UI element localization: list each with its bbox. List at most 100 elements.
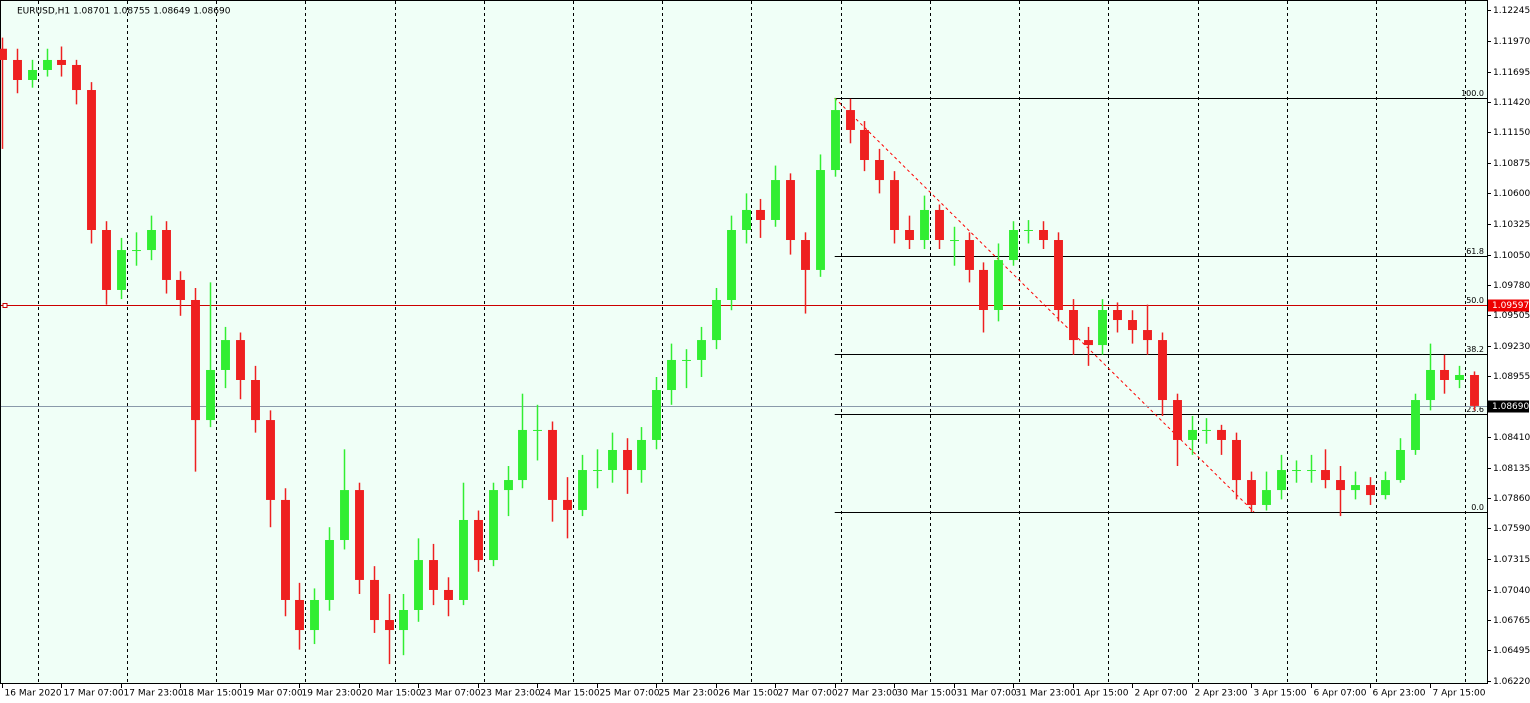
x-tick-label: 2 Apr 07:00 <box>1135 689 1188 699</box>
candle-body <box>712 299 721 341</box>
current-price-box <box>1488 400 1529 413</box>
candle-body <box>756 209 765 220</box>
plot-frame <box>0 0 1488 684</box>
candle-body <box>281 499 290 600</box>
plot-background <box>1 1 1487 683</box>
candle-body <box>1039 230 1048 241</box>
x-tick-label: 27 Mar 23:00 <box>838 689 898 699</box>
x-tick-label: 26 Mar 15:00 <box>719 689 779 699</box>
candle-body <box>1455 374 1464 380</box>
candle-body <box>295 599 304 631</box>
y-tick-label: 1.11695 <box>1493 68 1530 78</box>
candle-body <box>1321 470 1330 481</box>
candle-body <box>652 390 661 440</box>
candle-body <box>310 599 319 631</box>
current-price-label: 1.08690 <box>1492 402 1529 412</box>
x-tick-label: 30 Mar 15:00 <box>897 689 957 699</box>
candle-body <box>1277 470 1286 491</box>
candle-body <box>1143 330 1152 341</box>
candle-body <box>697 340 706 360</box>
candle-body <box>1069 310 1078 341</box>
candle-body <box>43 59 52 70</box>
fibo-level-label: 100.0 <box>1461 89 1484 98</box>
candle-body <box>1470 374 1479 406</box>
horizontal-line-price: 1.09597 <box>1492 301 1529 311</box>
candle-body <box>1128 320 1137 331</box>
candle-body <box>1084 340 1093 346</box>
candle-body <box>13 59 22 81</box>
candle-body <box>474 519 483 561</box>
x-tick-label: 24 Mar 15:00 <box>540 689 600 699</box>
candle-body <box>162 230 171 280</box>
candle-body <box>489 490 498 561</box>
candle-body <box>0 48 7 60</box>
candle-body <box>504 480 513 491</box>
candle-body <box>191 299 200 421</box>
candle-body <box>860 129 869 161</box>
candle-body <box>325 540 334 600</box>
fibo-level-label: 50.0 <box>1466 296 1484 305</box>
x-tick-label: 31 Mar 07:00 <box>957 689 1017 699</box>
candle-body <box>1217 429 1226 440</box>
candle-body <box>1009 230 1018 261</box>
candle-body <box>1411 400 1420 450</box>
candle-body <box>1262 490 1271 505</box>
x-tick-label: 3 Apr 15:00 <box>1254 689 1307 699</box>
y-tick-label: 1.06220 <box>1493 677 1530 687</box>
candle-body <box>72 64 81 91</box>
candle-body <box>102 230 111 290</box>
candle-body <box>206 369 215 421</box>
candle-body <box>1024 230 1033 232</box>
y-tick-label: 1.07040 <box>1493 586 1530 596</box>
candle-body <box>399 610 408 631</box>
candle-body <box>444 589 453 600</box>
x-tick-label: 19 Mar 07:00 <box>243 689 303 699</box>
x-tick-label: 20 Mar 15:00 <box>362 689 422 699</box>
candle-body <box>176 279 185 300</box>
x-tick-label: 16 Mar 2020 <box>5 689 62 699</box>
horizontal-line-anchor <box>2 303 8 308</box>
candle-body <box>1232 439 1241 481</box>
candle-body <box>935 209 944 241</box>
x-tick-label: 19 Mar 23:00 <box>302 689 362 699</box>
y-tick-label: 1.09780 <box>1493 281 1530 291</box>
candle-body <box>1173 400 1182 440</box>
candle-body <box>979 269 988 311</box>
x-tick-label: 17 Mar 07:00 <box>64 689 124 699</box>
candle-body <box>518 429 527 481</box>
candle-body <box>533 429 542 431</box>
x-tick-label: 25 Mar 23:00 <box>659 689 719 699</box>
candle-body <box>667 359 676 391</box>
x-tick-label: 1 Apr 15:00 <box>1076 689 1129 699</box>
y-tick-label: 1.11150 <box>1493 128 1530 138</box>
candle-body <box>1351 485 1360 491</box>
candle-body <box>742 209 751 231</box>
candle-body <box>593 470 602 472</box>
candle-body <box>905 230 914 241</box>
y-tick-label: 1.08135 <box>1493 464 1530 474</box>
fibo-level-label: 61.8 <box>1466 247 1484 256</box>
y-tick-label: 1.11970 <box>1493 37 1530 47</box>
y-tick-label: 1.07590 <box>1493 524 1530 534</box>
candle-body <box>831 110 840 171</box>
candle-body <box>414 560 423 611</box>
fibo-level-label: 0.0 <box>1471 503 1484 512</box>
candle-body <box>57 59 66 65</box>
y-tick-label: 1.07315 <box>1493 555 1530 565</box>
x-tick-label: 23 Mar 07:00 <box>421 689 481 699</box>
x-tick-label: 7 Apr 15:00 <box>1433 689 1486 699</box>
candle-body <box>950 240 959 242</box>
candle-body <box>1381 480 1390 496</box>
candle-body <box>1426 369 1435 401</box>
x-tick-label: 31 Mar 23:00 <box>1016 689 1076 699</box>
candle-body <box>1366 485 1375 496</box>
candle-body <box>816 170 825 270</box>
candle-body <box>637 439 646 471</box>
x-tick-label: 27 Mar 07:00 <box>778 689 838 699</box>
x-tick-label: 6 Apr 23:00 <box>1373 689 1426 699</box>
candle-body <box>429 560 438 590</box>
candle-body <box>251 379 260 421</box>
candle-body <box>1098 310 1107 346</box>
